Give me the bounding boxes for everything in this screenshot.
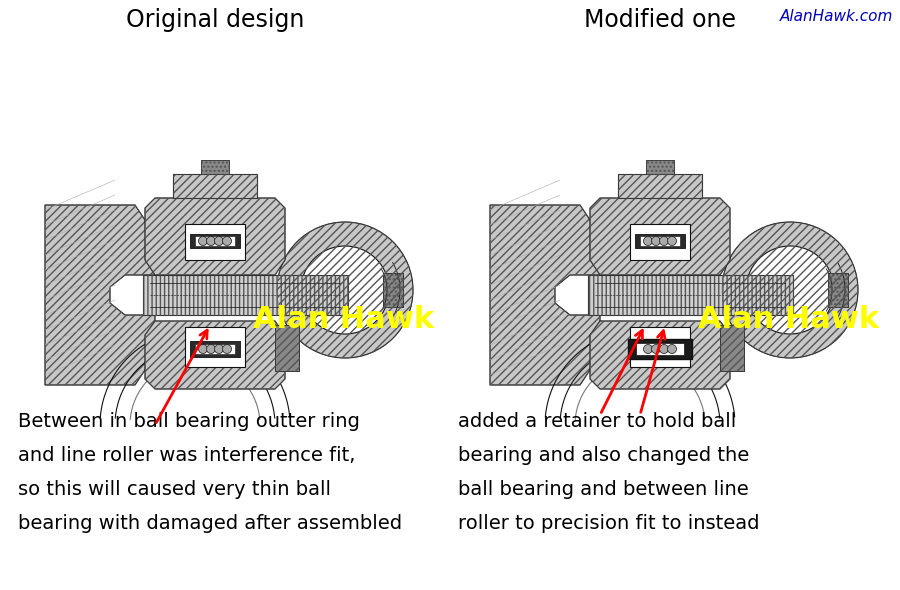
Text: ball bearing and between line: ball bearing and between line — [458, 480, 749, 499]
FancyBboxPatch shape — [720, 325, 744, 371]
Bar — [630, 327, 690, 367]
Polygon shape — [590, 321, 730, 389]
Text: bearing and also changed the: bearing and also changed the — [458, 446, 749, 465]
FancyBboxPatch shape — [201, 160, 229, 174]
Text: added a retainer to hold ball: added a retainer to hold ball — [458, 412, 736, 431]
Circle shape — [214, 345, 223, 353]
Bar — [636, 343, 684, 355]
Bar — [190, 234, 240, 248]
Text: roller to precision fit to instead: roller to precision fit to instead — [458, 514, 760, 533]
Bar — [190, 341, 240, 357]
Text: AlanHawk.com: AlanHawk.com — [779, 9, 893, 24]
Circle shape — [206, 345, 215, 353]
Text: Original design: Original design — [126, 8, 304, 32]
Text: Alan Hawk: Alan Hawk — [698, 306, 879, 335]
Circle shape — [222, 345, 231, 353]
Circle shape — [660, 237, 669, 245]
FancyBboxPatch shape — [618, 174, 702, 198]
Polygon shape — [590, 198, 730, 275]
FancyBboxPatch shape — [275, 325, 299, 371]
Circle shape — [199, 237, 208, 245]
Circle shape — [652, 345, 661, 353]
Bar — [635, 234, 685, 248]
FancyBboxPatch shape — [588, 275, 793, 315]
Bar — [185, 327, 245, 367]
FancyBboxPatch shape — [143, 275, 348, 315]
Circle shape — [644, 345, 652, 353]
Text: bearing with damaged after assembled: bearing with damaged after assembled — [18, 514, 402, 533]
FancyBboxPatch shape — [383, 273, 403, 307]
Polygon shape — [145, 321, 285, 389]
Polygon shape — [45, 205, 155, 385]
FancyBboxPatch shape — [828, 273, 848, 307]
Circle shape — [199, 345, 208, 353]
Circle shape — [644, 237, 652, 245]
Polygon shape — [490, 205, 600, 385]
Circle shape — [277, 222, 413, 358]
FancyBboxPatch shape — [173, 174, 257, 198]
Text: Modified one: Modified one — [584, 8, 736, 32]
Bar — [185, 224, 245, 260]
Circle shape — [668, 237, 677, 245]
Bar — [195, 344, 235, 354]
Circle shape — [214, 237, 223, 245]
Text: Alan Hawk: Alan Hawk — [253, 306, 434, 335]
Bar — [640, 236, 680, 246]
Circle shape — [652, 237, 661, 245]
Text: so this will caused very thin ball: so this will caused very thin ball — [18, 480, 331, 499]
Bar — [630, 224, 690, 260]
Circle shape — [746, 246, 834, 334]
FancyBboxPatch shape — [646, 160, 674, 174]
Bar — [195, 236, 235, 246]
Circle shape — [206, 237, 215, 245]
Polygon shape — [145, 198, 285, 275]
Circle shape — [660, 345, 669, 353]
Circle shape — [222, 237, 231, 245]
Text: Between in ball bearing outter ring: Between in ball bearing outter ring — [18, 412, 360, 431]
Circle shape — [668, 345, 677, 353]
Circle shape — [301, 246, 389, 334]
Text: and line roller was interference fit,: and line roller was interference fit, — [18, 446, 356, 465]
Circle shape — [722, 222, 858, 358]
Bar — [628, 339, 692, 359]
